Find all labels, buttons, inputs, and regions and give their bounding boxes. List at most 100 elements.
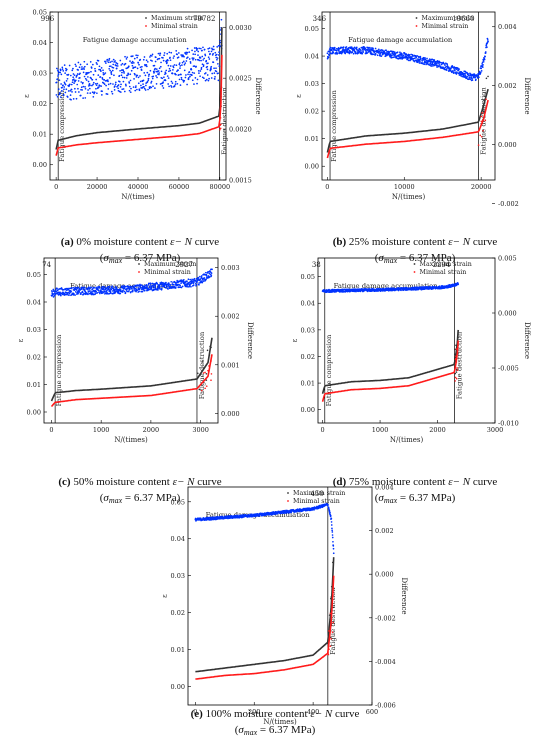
difference-point: [478, 76, 480, 79]
difference-point: [217, 62, 219, 65]
difference-point: [408, 53, 411, 56]
minimal-strain-line-tail-point: [328, 630, 330, 632]
difference-point: [357, 52, 360, 54]
difference-point: [141, 65, 143, 68]
difference-point: [143, 72, 146, 74]
difference-point: [330, 517, 333, 520]
maximum-strain-line-tail-point: [209, 345, 211, 348]
minimal-strain-line-tail-point: [484, 119, 487, 122]
maximum-strain-line-tail-point: [208, 354, 211, 356]
difference-point: [208, 272, 211, 275]
difference-point: [75, 289, 78, 291]
difference-point: [133, 285, 135, 287]
difference-point: [121, 88, 124, 91]
difference-point: [146, 60, 149, 63]
difference-point: [168, 282, 170, 285]
difference-point: [134, 89, 137, 92]
difference-point: [360, 49, 362, 52]
difference-point: [195, 49, 198, 52]
y2-tick-label: 0.004: [375, 484, 394, 492]
caption-curve-word: curve: [470, 236, 498, 248]
maximum-strain-line-tail-point: [454, 372, 457, 375]
difference-point: [136, 54, 139, 57]
difference-point: [191, 79, 194, 82]
difference-point: [377, 48, 380, 51]
difference-point: [168, 85, 170, 88]
difference-point: [208, 50, 210, 53]
maximum-strain-line-tail-point: [485, 77, 488, 80]
difference-point: [218, 44, 221, 47]
difference-point: [443, 62, 445, 65]
difference-point: [188, 58, 191, 60]
difference-point: [172, 281, 174, 284]
difference-point: [69, 83, 71, 86]
difference-point: [331, 529, 333, 532]
minimal-strain-line: [321, 340, 459, 402]
difference-point: [130, 285, 133, 288]
difference-point: [108, 67, 111, 70]
maximum-strain-line-tail-point: [483, 99, 485, 101]
difference-point: [177, 52, 180, 54]
difference-point: [332, 51, 335, 54]
difference-point: [70, 83, 73, 86]
difference-point: [175, 64, 178, 67]
difference-point: [84, 97, 87, 99]
difference-point: [79, 94, 82, 97]
zone-label-accumulation: Fatigue damage accumulation: [334, 282, 439, 290]
difference-point: [181, 61, 184, 64]
y-tick-label: 0.01: [27, 381, 41, 389]
x-tick-label: 20000: [87, 183, 108, 191]
difference-point: [454, 70, 456, 72]
difference-point: [120, 74, 123, 77]
difference-point: [74, 63, 77, 66]
maximum-strain-line-tail-point: [454, 353, 456, 356]
difference-point: [173, 55, 175, 57]
difference-point: [70, 290, 73, 293]
cycle-end-label: 450: [310, 490, 323, 498]
difference-point: [326, 52, 329, 55]
y2-tick-label: -0.006: [375, 702, 396, 710]
difference-point: [91, 91, 94, 94]
y2-tick-label: 0.0030: [229, 24, 252, 32]
minimal-strain-line: [50, 354, 213, 408]
difference-point: [167, 83, 170, 85]
difference-point: [174, 286, 177, 288]
caption-text: 0% moisture content: [73, 236, 171, 248]
difference-point: [457, 69, 460, 72]
difference-point: [163, 76, 165, 79]
difference-point: [468, 76, 471, 79]
caption-formula: ε− N: [448, 236, 471, 248]
difference-point: [88, 87, 91, 90]
difference-point: [445, 65, 448, 68]
difference-point: [193, 277, 196, 280]
difference-point: [134, 73, 136, 76]
difference-point: [483, 58, 486, 61]
difference-point: [197, 69, 200, 72]
difference-point: [114, 85, 116, 87]
maximum-strain-line-tail-point: [454, 348, 456, 351]
difference-point: [478, 70, 481, 73]
difference-point: [67, 291, 70, 294]
difference-point: [215, 67, 217, 70]
difference-point: [195, 65, 197, 68]
difference-point: [90, 67, 93, 69]
y-tick-label: 0.03: [301, 326, 315, 334]
minimal-strain-line-tail-point: [456, 369, 459, 371]
difference-point: [121, 285, 123, 288]
difference-point: [193, 47, 196, 49]
difference-point: [138, 89, 141, 92]
difference-point: [152, 75, 155, 78]
difference-point: [331, 527, 333, 530]
difference-point: [176, 53, 178, 56]
difference-point: [75, 65, 77, 67]
y2-tick-label: 0.005: [498, 255, 517, 263]
difference-point: [77, 292, 79, 295]
difference-point: [82, 71, 85, 74]
y2-tick-label: 0.000: [498, 310, 517, 318]
difference-point: [217, 72, 219, 75]
minimal-strain-line-tail-point: [220, 89, 222, 91]
difference-point: [332, 545, 335, 547]
difference-point: [119, 292, 122, 295]
cycle-start-label: 996: [41, 15, 55, 23]
difference-point: [159, 286, 161, 288]
